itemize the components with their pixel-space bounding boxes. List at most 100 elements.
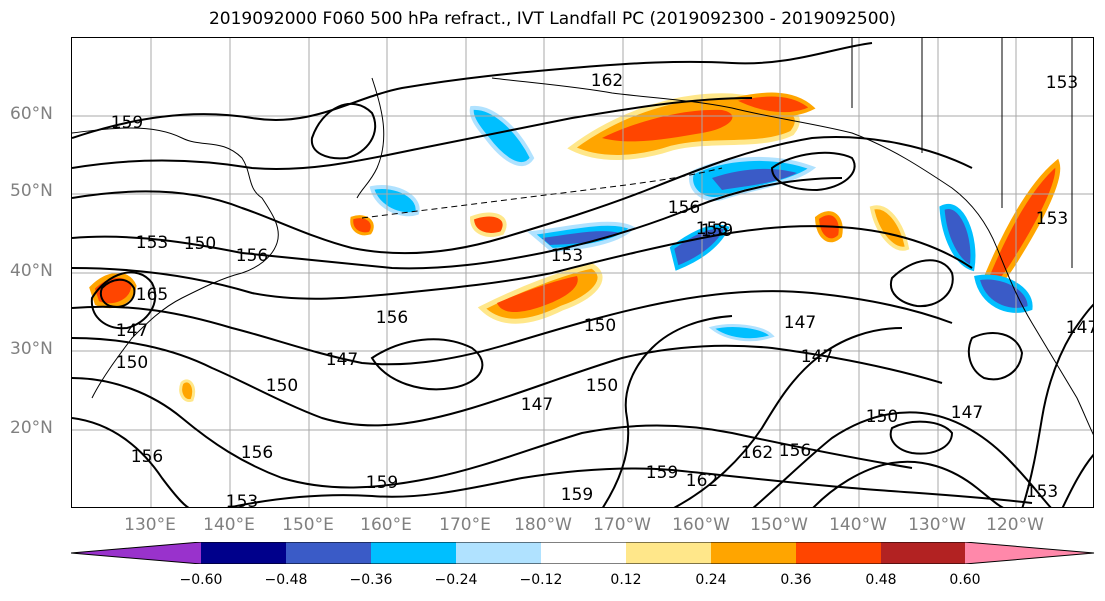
contour-label: 153 [1046,73,1078,93]
colorbar-segment [371,542,456,564]
positive-anomaly-north-core [602,109,733,142]
map-panel: 159 162 150 156 153 165 147 150 156 153 … [71,37,1094,508]
lat-label-40n: 40°N [10,261,53,281]
lon-label: 150°W [750,515,808,535]
contour-label: 162 [741,443,773,463]
colorbar-tick-label: −0.12 [519,572,563,588]
contour-label: 150 [266,376,298,396]
contour-label: 147 [951,403,983,423]
contour-label: 147 [801,347,833,367]
lon-label: 160°E [360,515,412,535]
contour-label: 153 [1036,209,1068,229]
colorbar-tick-label: −0.60 [179,572,223,588]
contour-label: 147 [1066,318,1094,338]
contour-label: 150 [116,353,148,373]
positive-anomaly-east-b [869,205,910,251]
contour-label: 150 [584,316,616,336]
contour-label: 150 [184,234,216,254]
contour-label: 159 [111,113,143,133]
positive-anomaly-central-core [497,276,578,313]
colorbar-segment [541,542,626,564]
lat-label-60n: 60°N [10,104,53,124]
contour-label: 147 [116,321,148,341]
map-title: 2019092000 F060 500 hPa refract., IVT La… [208,9,896,29]
colorbar-segment [201,542,286,564]
colorbar-segment [711,542,796,564]
colorbar-tick-label: 0.24 [695,572,727,588]
negative-anomaly-south [708,324,775,342]
contour-label-layer: 159 162 150 156 153 165 147 150 156 153 … [111,71,1094,508]
colorbar-tick-label: 0.36 [780,572,812,588]
contour-label: 156 [376,308,408,328]
colorbar-low-extend [71,542,201,564]
aleutian-chain [361,167,723,219]
lon-label: 170°W [593,515,651,535]
contour-label: 150 [586,376,618,396]
graticule [72,38,1093,507]
contour-label: 162 [686,471,718,491]
lon-label: 180°W [514,515,572,535]
lat-label-30n: 30°N [10,339,53,359]
colorbar-segment [626,542,711,564]
contour-label: 159 [366,473,398,493]
lat-label-50n: 50°N [10,181,53,201]
lon-label: 160°W [672,515,730,535]
contour-label: 156 [241,443,273,463]
contour-label: 159 [561,485,593,505]
positive-anomaly-mid-b [350,215,374,236]
negative-anomaly-north-b-core [712,168,797,190]
contour-label: 156 [236,246,268,266]
map-svg: 159 162 150 156 153 165 147 150 156 153 … [72,38,1094,508]
contour-label: 147 [326,350,358,370]
negative-anomaly-mid-core [542,231,620,245]
kamchatka-coastline [356,77,385,199]
colorbar-segment [881,542,965,564]
positive-anomaly-gulf-alaska [726,92,816,117]
contour-label: 156 [668,198,700,218]
shading-layer [89,92,1061,403]
positive-anomaly-west-small [179,379,196,403]
lon-label: 130°E [124,515,176,535]
asia-coastline [72,127,279,399]
colorbar-tick-label: 0.12 [610,572,642,588]
contour-lines [72,42,1093,507]
lon-label: 170°E [439,515,491,535]
colorbar-tick-label: −0.48 [264,572,308,588]
colorbar-high-extend [965,542,1094,564]
negative-anomaly-diag [669,224,730,271]
contour-label: 159 [646,463,678,483]
colorbar-segment [796,542,881,564]
colorbar-outline [71,542,1095,564]
colorbar-tick-label: −0.24 [434,572,478,588]
contour-label: 153 [1026,482,1058,502]
contour-label: 165 [136,285,168,305]
coastlines [72,38,1093,436]
contour-label: 147 [521,395,553,415]
contour-label: 147 [784,313,816,333]
lon-label: 150°E [282,515,334,535]
contour-label: 153 [226,492,258,508]
contour-label: 153 [551,246,583,266]
contour-label: 162 [591,71,623,91]
colorbar-tick-label: 0.60 [949,572,981,588]
colorbar-tick-label: 0.48 [865,572,897,588]
contour-label: 156 [779,441,811,461]
north-border [851,38,1073,268]
contour-label: 150 [866,407,898,427]
contour-label: 159 [701,221,733,241]
negative-anomaly-west [369,185,420,217]
negative-anomaly-east-low [974,274,1033,313]
positive-anomaly-mid-a [469,212,507,237]
lon-label: 120°W [986,515,1044,535]
contour-label: 158 [696,219,728,239]
colorbar-segment [286,542,371,564]
lon-label: 130°W [908,515,966,535]
lon-label: 140°W [829,515,887,535]
contour-label: 153 [136,233,168,253]
alaska-coastline [491,77,1093,436]
colorbar-segment [456,542,541,564]
contour-label: 156 [131,447,163,467]
colorbar-tick-label: −0.36 [349,572,393,588]
lat-label-20n: 20°N [10,418,53,438]
lon-label: 140°E [203,515,255,535]
